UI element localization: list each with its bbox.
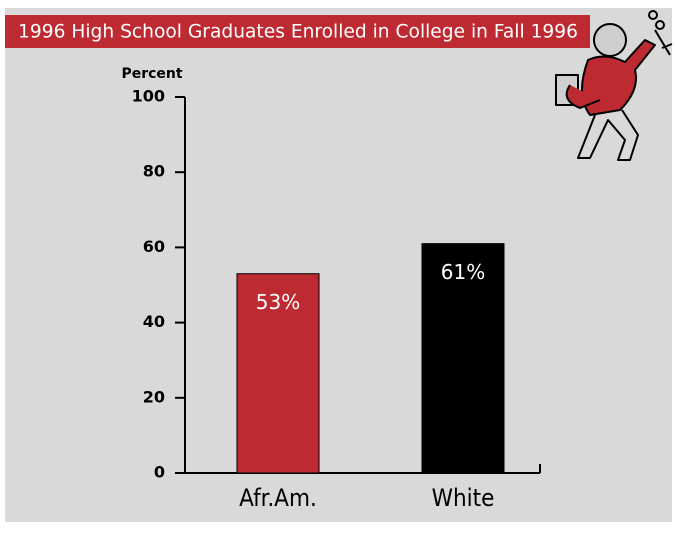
y-tick-label: 20 <box>143 387 165 406</box>
x-tick-label: Afr.Am. <box>239 484 317 512</box>
clip-art-figure <box>555 10 673 161</box>
value-label: 61% <box>441 260 485 284</box>
y-axis-title: Percent <box>121 66 182 82</box>
x-tick-label: White <box>432 484 495 512</box>
y-tick-label: 40 <box>143 312 165 331</box>
y-tick-label: 80 <box>143 162 165 181</box>
bar <box>421 243 505 474</box>
chart-title: 1996 High School Graduates Enrolled in C… <box>18 21 578 43</box>
title-bar <box>5 15 590 48</box>
y-tick-label: 100 <box>132 87 165 106</box>
value-label: 53% <box>256 290 300 314</box>
y-tick-label: 0 <box>154 463 165 482</box>
y-tick-label: 60 <box>143 237 165 256</box>
bar <box>236 273 320 474</box>
